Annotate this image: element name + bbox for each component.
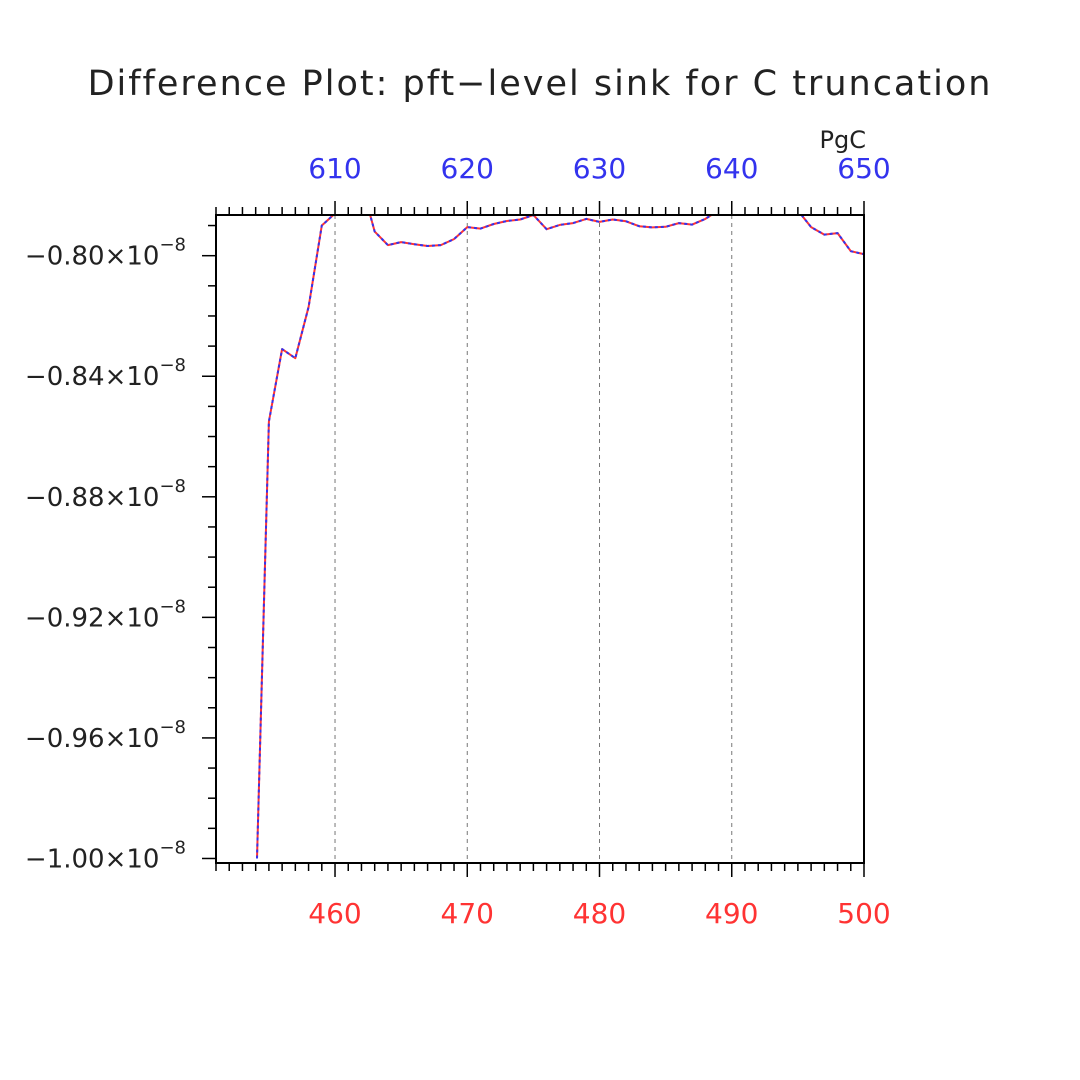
x-bottom-tick-label: 490	[705, 897, 758, 930]
plot-frame	[215, 214, 865, 864]
chart-title: Difference Plot: pft−level sink for C tr…	[88, 64, 993, 104]
grid-lines	[334, 215, 733, 863]
top-axis-unit-label: PgC	[820, 126, 866, 154]
x-bottom-tick-label: 480	[573, 897, 626, 930]
x-top-tick-label: 650	[837, 152, 890, 185]
x-top-tick-label: 610	[308, 152, 361, 185]
x-top-tick-label: 640	[705, 152, 758, 185]
axes	[202, 201, 865, 877]
series-line	[256, 215, 864, 859]
y-tick-label: −1.00×10−8	[25, 837, 186, 874]
x-bottom-tick-label: 500	[837, 897, 890, 930]
y-tick-label: −0.96×10−8	[25, 717, 186, 754]
y-tick-label: −0.80×10−8	[25, 235, 186, 272]
series-lines	[256, 215, 864, 859]
x-top-tick-label: 630	[573, 152, 626, 185]
x-bottom-tick-label: 460	[308, 897, 361, 930]
y-tick-label: −0.88×10−8	[25, 476, 186, 513]
x-top-tick-label: 620	[441, 152, 494, 185]
x-bottom-tick-label: 470	[441, 897, 494, 930]
y-tick-label: −0.84×10−8	[25, 355, 186, 392]
series-line	[256, 215, 864, 859]
y-tick-label: −0.92×10−8	[25, 596, 186, 633]
tick-labels: 460 470 480 490 500 610 620 630 640 650 −1.00×10−8…	[25, 152, 891, 930]
